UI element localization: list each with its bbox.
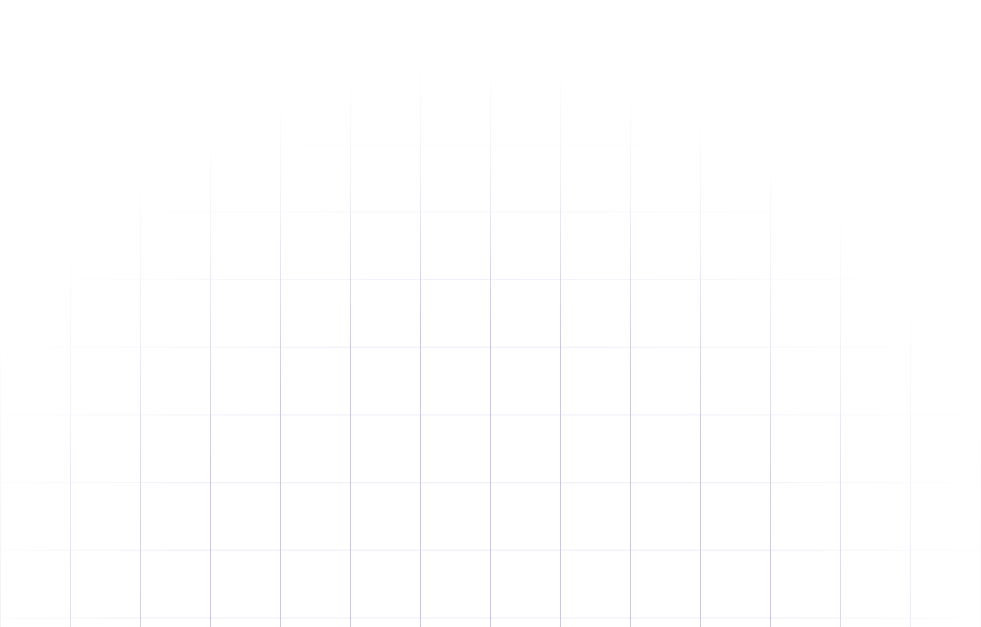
background-grid	[0, 0, 981, 627]
page-background	[0, 0, 981, 627]
